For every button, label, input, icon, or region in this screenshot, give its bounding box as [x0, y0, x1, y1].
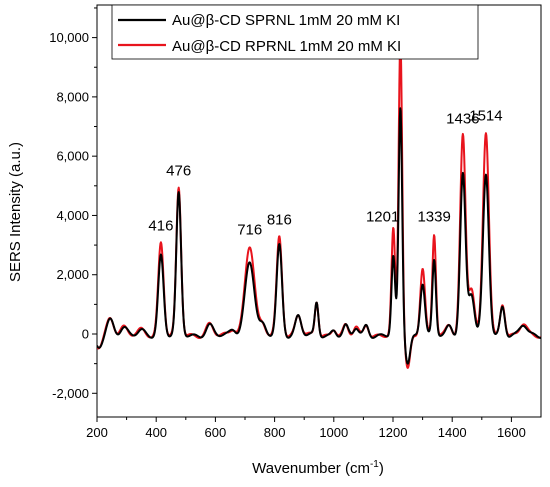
y-tick-label: 2,000 [56, 267, 89, 282]
x-tick-label: 1600 [497, 425, 526, 440]
legend-label-series-0: Au@β-CD SPRNL 1mM 20 mM KI [172, 12, 400, 29]
y-tick-label: 8,000 [56, 89, 89, 104]
peak-label: 1201 [366, 208, 399, 225]
peak-label: 1514 [469, 108, 502, 125]
y-tick-label: 0 [82, 327, 89, 342]
peak-label: 816 [267, 211, 292, 228]
y-tick-label: -2,000 [52, 386, 89, 401]
x-tick-label: 1000 [319, 425, 348, 440]
y-axis-title: SERS Intensity (a.u.) [7, 142, 24, 282]
legend-label-series-1: Au@β-CD RPRNL 1mM 20 mM KI [172, 38, 401, 55]
peak-label: 416 [148, 217, 173, 234]
x-axis-title-main: Wavenumber (cm [252, 460, 370, 477]
x-tick-label: 400 [145, 425, 167, 440]
peak-label: 1436 [446, 111, 479, 128]
x-axis-title: Wavenumber (cm-1) [252, 459, 384, 477]
peak-label: 716 [237, 222, 262, 239]
y-tick-label: 4,000 [56, 208, 89, 223]
x-tick-label: 1200 [379, 425, 408, 440]
peak-label: 1339 [417, 208, 450, 225]
x-tick-label: 1400 [438, 425, 467, 440]
series-group [97, 39, 541, 369]
legend: Au@β-CD SPRNL 1mM 20 mM KI Au@β-CD RPRNL… [111, 4, 479, 60]
peak-label: 476 [166, 162, 191, 179]
x-axis-ticks: 200 400 600 800 1000 1200 1400 1600 [86, 417, 526, 440]
series-line-0 [97, 107, 541, 365]
y-tick-label: 10,000 [49, 30, 89, 45]
legend-box [111, 4, 479, 60]
x-axis-title-superscript: -1 [370, 459, 379, 470]
x-tick-label: 800 [264, 425, 286, 440]
x-tick-label: 600 [205, 425, 227, 440]
y-axis-ticks: -2,000 0 2,000 4,000 6,000 8,000 10,000 [49, 7, 97, 401]
y-tick-label: 6,000 [56, 149, 89, 164]
x-tick-label: 200 [86, 425, 108, 440]
x-axis-title-close: ) [379, 460, 384, 477]
